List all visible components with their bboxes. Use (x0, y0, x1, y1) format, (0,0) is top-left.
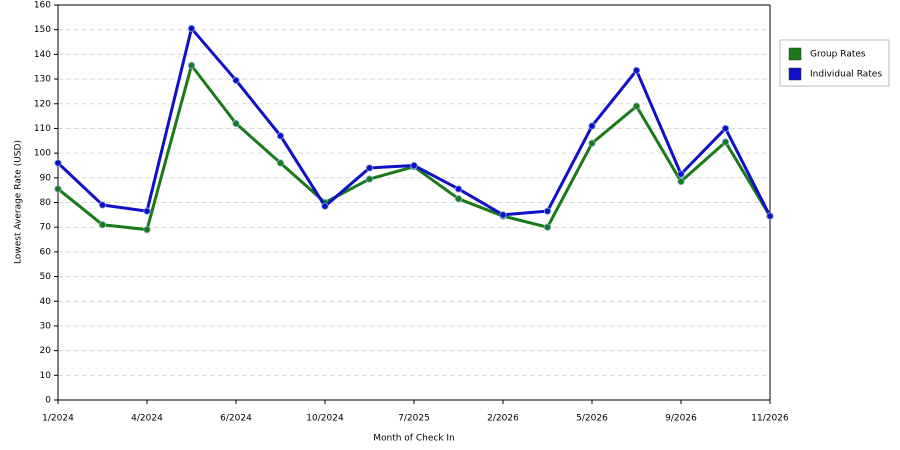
point (677, 177, 685, 186)
point (54, 185, 62, 193)
point (454, 195, 463, 203)
y-tick-label: 10 (40, 371, 52, 381)
x-tick-label: 2/2026 (487, 414, 519, 424)
x-axis-title: Month of Check In (373, 434, 455, 444)
y-tick-label: 130 (34, 75, 51, 85)
series-line (57, 63, 772, 232)
point (766, 212, 774, 220)
point (543, 207, 552, 215)
point (677, 170, 685, 178)
y-tick-label: 80 (40, 198, 52, 208)
point (232, 76, 240, 84)
point (721, 124, 730, 133)
point (143, 207, 151, 215)
x-tick-label: 4/2024 (131, 414, 163, 424)
point (454, 185, 463, 193)
x-tick-label: 6/2024 (220, 414, 252, 424)
y-tick-label: 160 (34, 1, 51, 11)
point (276, 132, 285, 140)
legend-swatch (788, 47, 802, 61)
point (98, 221, 107, 229)
point (54, 159, 62, 167)
point (321, 202, 329, 210)
point (98, 201, 107, 209)
point (365, 164, 374, 172)
y-tick-label: 40 (40, 297, 52, 307)
y-tick-label: 110 (34, 124, 51, 134)
point (232, 119, 240, 128)
x-tick-label: 11/2026 (751, 414, 789, 424)
point (410, 161, 418, 170)
y-tick-label: 140 (34, 50, 51, 60)
legend-label: Group Rates (810, 50, 866, 60)
point (632, 66, 641, 75)
x-tick-label: 1/2024 (42, 414, 74, 424)
y-tick-label: 70 (40, 223, 52, 233)
y-tick-label: 100 (34, 149, 51, 159)
point (499, 211, 507, 219)
legend-label: Individual Rates (810, 70, 882, 80)
point (187, 24, 196, 33)
point (588, 139, 596, 147)
legend-swatch (788, 67, 802, 81)
point (721, 138, 730, 146)
point (143, 226, 151, 234)
point (632, 102, 641, 110)
x-tick-label: 10/2024 (306, 414, 344, 424)
y-tick-label: 50 (40, 272, 52, 282)
point (543, 223, 552, 231)
series-line (56, 26, 772, 217)
y-tick-label: 150 (34, 25, 51, 35)
y-tick-label: 90 (40, 173, 52, 183)
y-tick-label: 60 (40, 247, 52, 257)
y-tick-label: 30 (40, 321, 52, 331)
point (187, 61, 196, 70)
y-axis-title: Lowest Average Rate (USD) (14, 140, 24, 264)
x-tick-label: 5/2026 (576, 414, 608, 424)
y-tick-label: 0 (45, 396, 51, 406)
point (276, 159, 285, 167)
point (365, 175, 374, 183)
y-tick-label: 120 (34, 99, 51, 109)
x-tick-label: 9/2026 (665, 414, 697, 424)
point (588, 122, 596, 130)
x-tick-label: 7/2025 (398, 414, 430, 424)
y-tick-label: 20 (40, 346, 52, 356)
